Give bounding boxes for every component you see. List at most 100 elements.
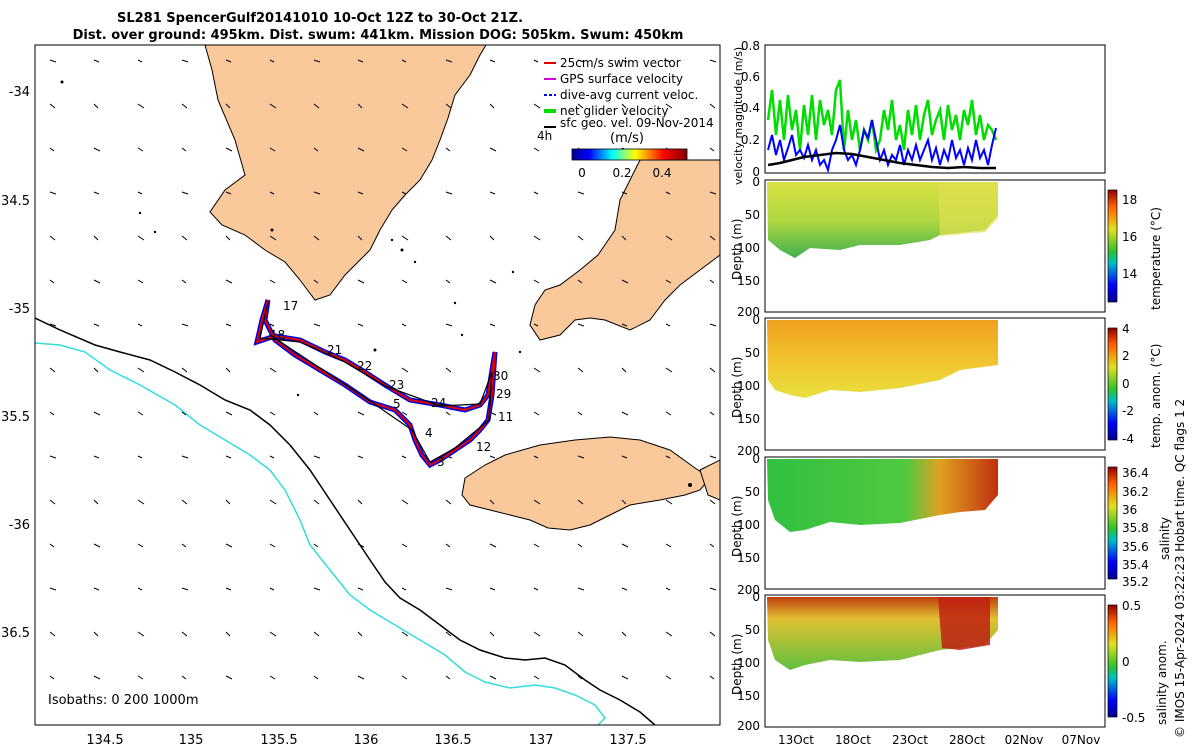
current-arrow: [225, 411, 233, 416]
current-arrow: [445, 147, 451, 152]
current-arrow: [709, 587, 717, 591]
current-arrow: [665, 103, 673, 109]
current-arrow: [181, 323, 189, 327]
legend-label: 25cm/s swim vector: [560, 56, 681, 70]
depth-tick: 0: [752, 590, 760, 604]
current-arrow: [621, 411, 629, 416]
current-arrow: [357, 543, 365, 548]
current-arrow: [357, 279, 365, 284]
current-arrow: [709, 147, 715, 152]
track-label: 21: [327, 343, 342, 357]
current-arrow: [137, 587, 143, 591]
depth-tick: 150: [737, 412, 760, 426]
current-arrow: [137, 455, 143, 459]
date-tick: 07Nov: [1062, 733, 1101, 747]
current-arrow: [181, 235, 188, 241]
current-arrow: [137, 59, 143, 63]
current-arrow: [445, 191, 453, 195]
current-arrow: [709, 191, 717, 195]
current-arrow: [533, 631, 541, 637]
current-arrow: [269, 675, 276, 680]
temp-anomaly-section: [767, 320, 998, 398]
current-arrow: [665, 323, 671, 327]
current-arrow: [225, 323, 232, 327]
current-arrow: [357, 323, 364, 327]
velocity-net-glider-series: [766, 79, 998, 155]
current-arrow: [137, 235, 145, 241]
current-arrow: [49, 191, 57, 195]
velocity-ytick: 0.6: [741, 70, 760, 84]
current-arrow: [181, 103, 188, 109]
depth-tick: 100: [737, 656, 760, 670]
current-arrow: [93, 367, 99, 373]
current-arrow: [577, 455, 585, 459]
current-arrow: [357, 455, 364, 459]
current-arrow: [357, 631, 363, 637]
current-arrow: [225, 279, 233, 284]
current-arrow: [621, 279, 629, 284]
salinity-colorbar: [1107, 466, 1118, 580]
lat-tick: -35: [9, 302, 30, 317]
lat-tick: -36: [9, 518, 30, 533]
current-arrow: [489, 103, 495, 109]
depth-tick: 150: [737, 551, 760, 565]
lat-axis: -34 34.5 -35 35.5 -36 36.5: [1, 85, 30, 641]
current-arrow: [93, 675, 101, 680]
depth-ylabel: Depth (m): [730, 496, 744, 557]
current-arrow: [709, 279, 715, 284]
lon-tick: 134.5: [86, 733, 123, 748]
current-arrow: [401, 411, 408, 416]
footer-credit: © IMOS 15-Apr-2024 03:22:23 Hobart time.…: [1173, 399, 1187, 738]
current-arrow: [93, 103, 99, 109]
current-arrow: [269, 631, 277, 637]
current-arrow: [225, 675, 233, 680]
track-label: 4: [425, 426, 433, 440]
current-arrow: [181, 411, 187, 416]
depth-tick: 50: [745, 623, 760, 637]
colorbar-tick: 0.2: [612, 166, 631, 180]
current-arrow: [401, 367, 409, 373]
depth-tick: 200: [737, 583, 760, 597]
current-arrow: [225, 103, 231, 109]
legend-label: GPS surface velocity: [560, 72, 683, 86]
current-arrow: [49, 543, 55, 548]
current-arrow: [93, 323, 100, 327]
current-arrow: [137, 147, 144, 152]
lat-tick: -34: [9, 85, 30, 100]
current-arrow: [49, 279, 55, 284]
current-arrow: [93, 279, 101, 284]
date-tick: 18Oct: [835, 733, 871, 747]
cb-tick: 35.2: [1122, 575, 1149, 589]
current-arrow: [533, 191, 539, 195]
current-arrow: [445, 323, 453, 327]
current-arrow: [665, 499, 673, 505]
current-arrow: [621, 587, 628, 591]
current-arrow: [225, 147, 233, 152]
colorbar-tick: 0.4: [652, 166, 671, 180]
current-arrow: [709, 235, 716, 241]
current-arrow: [313, 279, 319, 284]
current-arrow: [621, 675, 629, 680]
current-arrow: [313, 59, 321, 63]
current-arrow: [93, 499, 99, 505]
land-fleurieu: [699, 459, 720, 501]
current-arrow: [621, 323, 628, 327]
current-arrow: [313, 675, 319, 680]
current-arrow: [577, 675, 583, 680]
current-arrow: [665, 543, 672, 548]
current-arrow: [357, 411, 365, 416]
map-legend: 25cm/s swim vector GPS surface velocity …: [537, 56, 714, 180]
cb-tick: 35.6: [1122, 540, 1149, 554]
date-tick: 28Oct: [949, 733, 985, 747]
current-arrow: [225, 499, 231, 505]
depth-ylabel: Depth (m): [730, 219, 744, 280]
velocity-ytick: 0: [752, 165, 760, 179]
current-arrow: [489, 543, 497, 548]
map-frame: [34, 44, 721, 726]
current-arrow: [357, 235, 363, 241]
current-arrow: [621, 543, 629, 548]
current-arrow: [709, 59, 717, 63]
current-arrow: [49, 59, 57, 63]
current-arrow: [357, 103, 363, 109]
current-arrow: [665, 455, 671, 459]
